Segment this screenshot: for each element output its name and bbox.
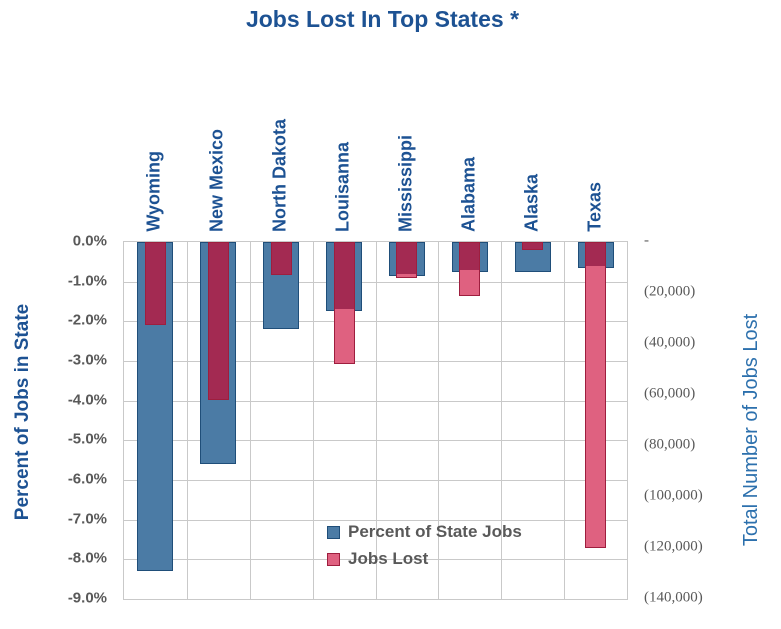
category-label-alaska: Alaska bbox=[521, 173, 542, 232]
gridline-vertical bbox=[312, 242, 314, 599]
right-axis-tick: (100,000) bbox=[644, 487, 703, 504]
left-axis-tick: -6.0% bbox=[67, 470, 107, 488]
left-axis-tick: -8.0% bbox=[67, 549, 107, 567]
gridline-vertical bbox=[186, 242, 188, 599]
bar-jobs-overlap-segment bbox=[208, 243, 228, 400]
category-label-alabama: Alabama bbox=[458, 156, 479, 232]
bar-jobs-overlap-segment bbox=[145, 243, 165, 324]
bar-jobs-overlap-segment bbox=[397, 243, 417, 274]
category-label-north-dakota: North Dakota bbox=[269, 118, 290, 232]
category-label-louisanna: Louisanna bbox=[332, 141, 353, 232]
bar-percent-north-dakota bbox=[263, 242, 300, 330]
chart-title: Jobs Lost In Top States * bbox=[245, 6, 520, 32]
bar-jobs-texas bbox=[585, 242, 607, 548]
left-axis-title: Percent of Jobs in State bbox=[12, 303, 33, 521]
left-axis-tick: -9.0% bbox=[67, 589, 107, 607]
category-label-new-mexico: New Mexico bbox=[206, 128, 227, 232]
bar-jobs-solo-segment bbox=[460, 269, 480, 295]
bar-jobs-mississippi bbox=[396, 242, 418, 278]
right-axis-tick: (40,000) bbox=[644, 334, 696, 351]
left-axis-tick: -1.0% bbox=[67, 272, 107, 290]
plot-area bbox=[123, 241, 628, 600]
bar-percent-alaska bbox=[514, 242, 551, 272]
right-axis-tick: (60,000) bbox=[644, 385, 696, 402]
left-axis-tick: -7.0% bbox=[67, 510, 107, 528]
right-axis-tick: - bbox=[644, 232, 649, 249]
bar-jobs-alabama bbox=[459, 242, 481, 296]
category-label-texas: Texas bbox=[584, 182, 605, 232]
gridline-vertical bbox=[375, 242, 377, 599]
bar-percent-wyoming bbox=[137, 242, 174, 572]
gridline-vertical bbox=[501, 242, 503, 599]
bar-jobs-overlap-segment bbox=[586, 243, 606, 266]
bar-jobs-north-dakota bbox=[270, 242, 292, 276]
right-axis-tick: (140,000) bbox=[644, 589, 703, 606]
bar-jobs-overlap-segment bbox=[523, 243, 543, 249]
bar-jobs-overlap-segment bbox=[334, 243, 354, 310]
bar-jobs-solo-segment bbox=[397, 273, 417, 277]
bar-jobs-overlap-segment bbox=[271, 243, 291, 275]
bar-jobs-alaska bbox=[522, 242, 544, 250]
legend-swatch-blue bbox=[327, 525, 340, 539]
legend-swatch-pink bbox=[327, 552, 340, 566]
left-axis-tick: -2.0% bbox=[67, 311, 107, 329]
bar-jobs-overlap-segment bbox=[460, 243, 480, 270]
bar-jobs-new-mexico bbox=[207, 242, 229, 401]
gridline-vertical bbox=[438, 242, 440, 599]
gridline-vertical bbox=[564, 242, 566, 599]
bar-jobs-solo-segment bbox=[586, 265, 606, 547]
right-axis-tick: (80,000) bbox=[644, 436, 696, 453]
left-axis-tick: -4.0% bbox=[67, 391, 107, 409]
legend-label-jobs: Jobs Lost bbox=[348, 549, 429, 568]
left-axis-tick: -5.0% bbox=[67, 430, 107, 448]
category-label-wyoming: Wyoming bbox=[143, 151, 164, 232]
left-axis-tick: -3.0% bbox=[67, 351, 107, 369]
right-axis-title: Total Number of Jobs Lost bbox=[740, 313, 762, 547]
legend-label-percent: Percent of State Jobs bbox=[348, 522, 522, 541]
gridline-vertical bbox=[249, 242, 251, 599]
bar-jobs-wyoming bbox=[144, 242, 166, 325]
legend-item-percent: Percent of State Jobs bbox=[327, 522, 522, 542]
category-label-mississippi: Mississippi bbox=[395, 134, 416, 232]
left-axis-tick: 0.0% bbox=[72, 232, 107, 250]
bar-jobs-solo-segment bbox=[334, 309, 354, 364]
legend-item-jobs: Jobs Lost bbox=[327, 549, 522, 569]
right-axis-tick: (120,000) bbox=[644, 538, 703, 555]
right-axis-tick: (20,000) bbox=[644, 283, 696, 300]
bar-jobs-louisanna bbox=[333, 242, 355, 365]
legend: Percent of State Jobs Jobs Lost bbox=[327, 522, 522, 569]
